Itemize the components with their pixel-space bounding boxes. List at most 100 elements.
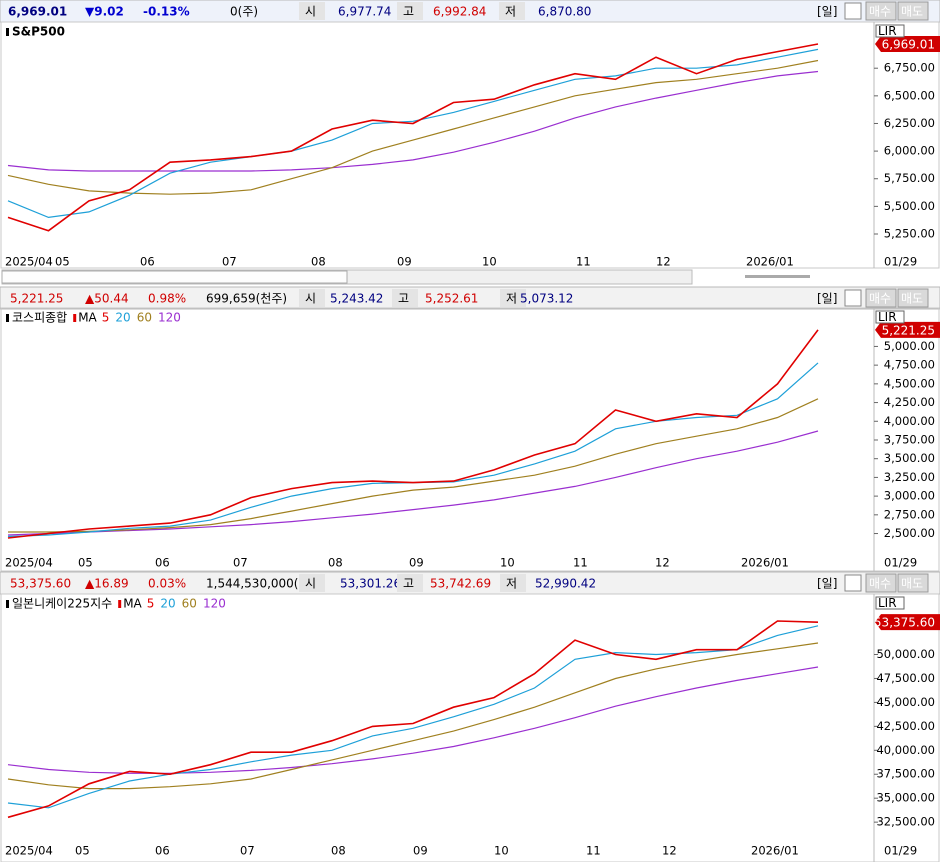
period-selector[interactable]: [일] (817, 5, 837, 19)
ma-line (7, 642, 819, 790)
header-label-box (500, 289, 526, 307)
sell-button-label[interactable]: 매도 (901, 5, 923, 19)
legend-marker (6, 314, 9, 322)
price-badge (875, 36, 940, 53)
buy-button[interactable] (865, 1, 897, 21)
header-high: 5,252.61 (425, 292, 478, 306)
header-label-box (500, 574, 526, 592)
x-tick-label: 10 (494, 844, 509, 858)
y-tick-label: 35,000.00 (876, 791, 935, 805)
x-tick-label: 07 (240, 844, 255, 858)
header-label-box (397, 2, 423, 20)
y-tick-label: 3,750.00 (884, 432, 935, 446)
x-tick-label: 11 (573, 556, 588, 570)
x-tick-label: 06 (155, 556, 170, 570)
header-volume: 1,544,530,000(주) (206, 577, 314, 591)
x-tick-label: 01/29 (884, 556, 917, 570)
buy-button-label[interactable]: 매수 (869, 577, 891, 591)
settings-button[interactable] (844, 289, 862, 307)
header-price: 5,221.25 (10, 292, 63, 306)
header-label-box (299, 2, 325, 20)
y-tick-label: 47,500.00 (876, 671, 935, 685)
legend-entry: 20 (115, 311, 130, 325)
scale-box-label[interactable]: LIR (878, 24, 897, 38)
chart-title: 코스피종합 (12, 311, 67, 325)
legend-marker (118, 600, 122, 608)
price-badge-label: 5,221.25 (882, 323, 935, 337)
header-price: 6,969.01 (8, 5, 67, 19)
ma-line (7, 43, 819, 232)
scale-box-label[interactable]: LIR (878, 596, 897, 610)
buy-button[interactable] (865, 573, 897, 593)
y-tick-label: 2,750.00 (884, 507, 935, 521)
scale-box[interactable] (875, 596, 905, 610)
price-badge-label: 53,375.60 (874, 616, 935, 630)
header-high-label: 고 (403, 5, 414, 19)
settings-button[interactable] (844, 2, 862, 20)
header-low-label: 저 (506, 577, 517, 591)
plot-frame (0, 307, 940, 572)
legend-entry: 20 (160, 597, 175, 611)
buy-button-label[interactable]: 매수 (869, 5, 891, 19)
ma-line (7, 70, 819, 172)
sell-button[interactable] (897, 1, 929, 21)
y-tick-label: 6,000.00 (884, 144, 935, 158)
zoom-slider[interactable] (745, 275, 810, 278)
x-tick-label: 2026/01 (746, 255, 794, 269)
ma-line (7, 430, 819, 536)
ma-line (7, 59, 819, 195)
header-low-label: 저 (506, 292, 517, 306)
sell-button-label[interactable]: 매도 (901, 577, 923, 591)
price-badge (875, 321, 940, 338)
header-open-label: 시 (305, 292, 316, 306)
y-tick-label: 37,500.00 (876, 767, 935, 781)
header-price: 53,375.60 (10, 577, 71, 591)
header-open: 6,977.74 (338, 5, 391, 19)
header-volume: 699,659(천주) (206, 291, 287, 306)
legend-entry: 60 (137, 311, 152, 325)
y-tick-label: 40,000.00 (876, 743, 935, 757)
plot-frame (0, 593, 940, 862)
x-tick-label: 01/29 (884, 844, 917, 858)
header-open-label: 시 (305, 577, 316, 591)
y-tick-label: 4,750.00 (884, 358, 935, 372)
legend-entry: 120 (203, 597, 226, 611)
sell-button[interactable] (897, 573, 929, 593)
legend-title: MA (78, 311, 97, 325)
scale-box-label[interactable]: LIR (878, 310, 897, 324)
chart-title: 일본니케이225지수 (12, 597, 112, 611)
period-selector[interactable]: [일] (817, 577, 837, 591)
header-low-label: 저 (505, 5, 516, 19)
y-tick-label: 3,250.00 (884, 470, 935, 484)
x-tick-label: 05 (55, 255, 70, 269)
x-tick-label: 06 (140, 255, 155, 269)
plot-frame (0, 21, 940, 269)
header-label-box (299, 289, 325, 307)
x-tick-label: 01/29 (884, 255, 917, 269)
legend-entry: 5 (102, 311, 110, 325)
settings-button[interactable] (844, 574, 862, 592)
y-tick-label: 5,750.00 (884, 171, 935, 185)
buy-button[interactable] (865, 288, 897, 308)
legend-entry: 5 (147, 597, 155, 611)
y-tick-label: 45,000.00 (876, 695, 935, 709)
y-tick-label: 5,250.00 (884, 227, 935, 241)
x-tick-label: 2026/01 (751, 844, 799, 858)
legend-marker (73, 314, 77, 322)
scale-box[interactable] (875, 24, 905, 38)
period-selector[interactable]: [일] (817, 292, 837, 306)
x-tick-label: 06 (155, 844, 170, 858)
buy-button-label[interactable]: 매수 (869, 292, 891, 306)
legend-entry: 60 (182, 597, 197, 611)
scale-box[interactable] (875, 310, 905, 324)
sell-button-label[interactable]: 매도 (901, 292, 923, 306)
header-low: 5,073.12 (520, 292, 573, 306)
scroll-thumb[interactable] (1, 270, 348, 284)
header-pct: -0.13% (143, 5, 190, 19)
x-tick-label: 09 (413, 844, 428, 858)
y-tick-label: 4,500.00 (884, 376, 935, 390)
sell-button[interactable] (897, 288, 929, 308)
y-tick-label: 6,250.00 (884, 116, 935, 130)
